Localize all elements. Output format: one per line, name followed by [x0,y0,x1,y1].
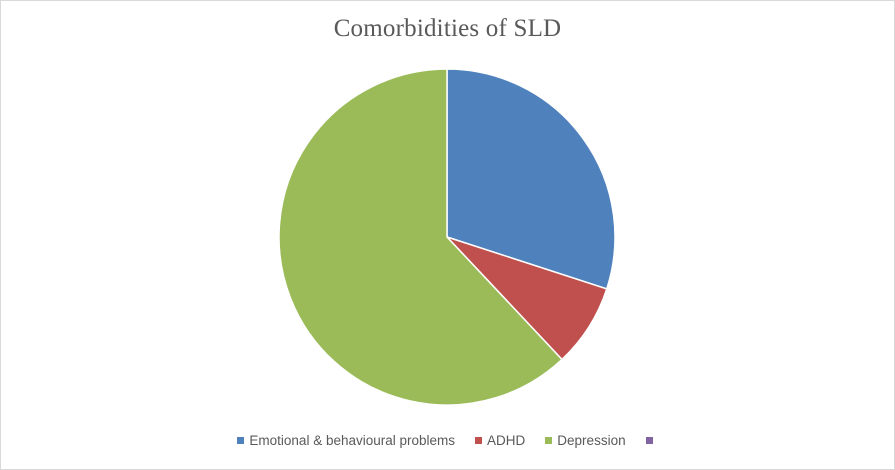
legend-label-2: ADHD [487,433,526,448]
pie-slice-3 [278,68,564,406]
pie-slice-1 [446,68,616,290]
legend-swatch-1 [237,437,245,444]
legend-swatch-4 [645,437,653,444]
legend-item-2: ADHD [475,433,525,448]
pie-chart [278,68,616,406]
legend-label-1: Emotional & behavioural problems [249,433,456,448]
legend-item-3: Depression [545,433,626,448]
legend-swatch-2 [475,437,483,444]
legend-swatch-3 [545,437,553,444]
legend: Emotional & behavioural problems ADHD Depr… [1,433,894,448]
legend-item-1: Emotional & behavioural problems [237,433,455,448]
legend-item-4 [645,437,658,444]
chart-title: Comorbidities of SLD [333,15,562,42]
legend-label-3: Depression [557,433,626,448]
